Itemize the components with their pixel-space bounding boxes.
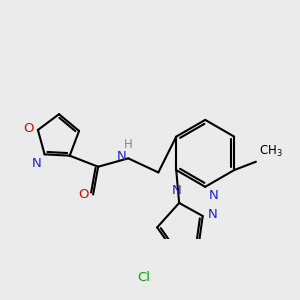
- Text: CH$_3$: CH$_3$: [259, 144, 282, 159]
- Text: N: N: [32, 157, 41, 170]
- Text: N: N: [208, 208, 218, 221]
- Text: Cl: Cl: [137, 271, 150, 284]
- Text: N: N: [117, 150, 127, 163]
- Text: H: H: [124, 138, 133, 151]
- Text: O: O: [23, 122, 34, 135]
- Text: N: N: [209, 190, 219, 202]
- Text: N: N: [172, 184, 181, 197]
- Text: O: O: [79, 188, 89, 201]
